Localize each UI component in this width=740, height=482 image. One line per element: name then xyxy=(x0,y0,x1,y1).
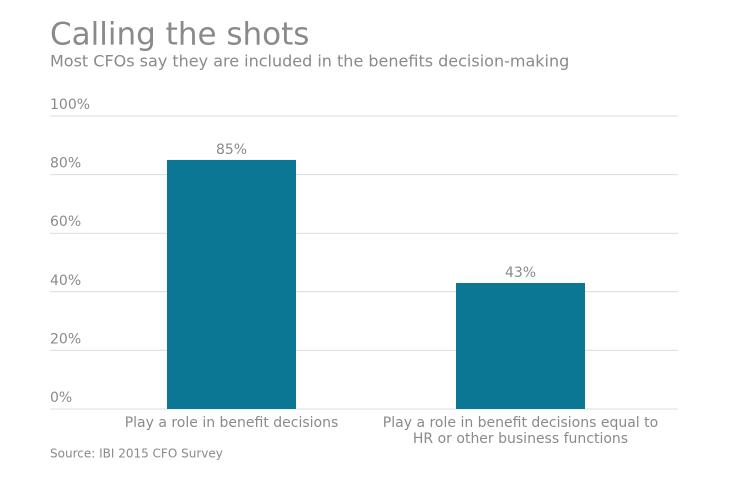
bar xyxy=(456,283,585,409)
bar xyxy=(167,159,296,409)
chart-subtitle: Most CFOs say they are included in the b… xyxy=(50,52,569,71)
chart-title: Calling the shots xyxy=(50,17,309,53)
x-tick-label: Play a role in benefit decisions equal t… xyxy=(382,415,659,447)
x-tick-label: Play a role in benefit decisions xyxy=(124,415,339,431)
source: Source: IBI 2015 CFO Survey xyxy=(50,447,223,461)
value-label: 85% xyxy=(216,142,247,158)
value-label: 43% xyxy=(505,265,536,281)
y-tick-label: 0% xyxy=(50,390,72,406)
y-tick-label: 80% xyxy=(50,156,81,172)
y-tick-label: 100% xyxy=(50,97,90,113)
y-tick-label: 20% xyxy=(50,331,81,347)
y-tick-label: 40% xyxy=(50,273,81,289)
y-tick-label: 60% xyxy=(50,214,81,230)
